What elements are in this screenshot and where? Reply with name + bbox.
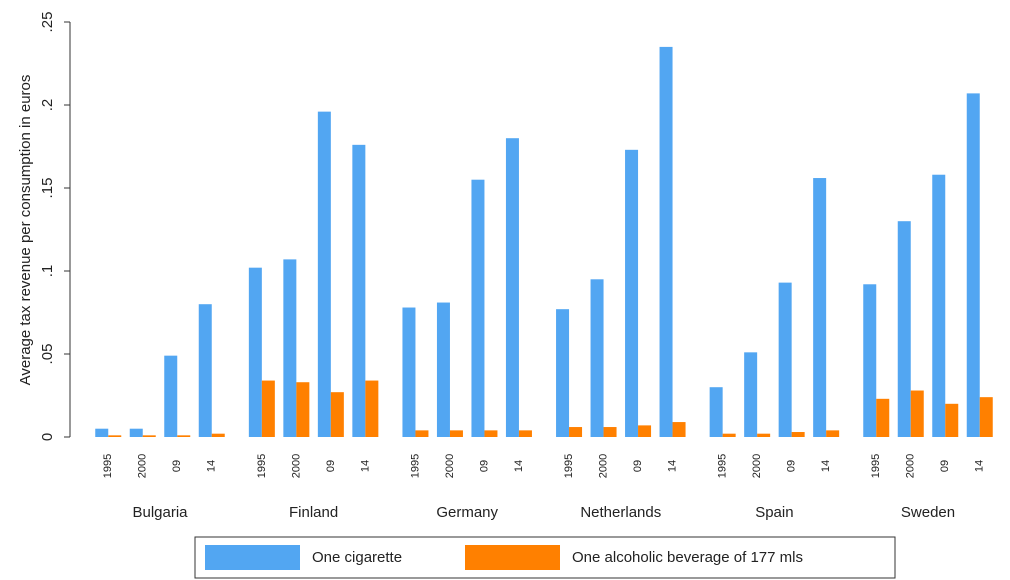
group-label: Finland [289, 504, 338, 521]
bar [352, 144, 366, 437]
bar [95, 428, 109, 437]
x-tick-label: 09 [632, 460, 644, 472]
bar [177, 435, 191, 437]
bar [709, 387, 723, 437]
x-tick-label: 09 [939, 460, 951, 472]
x-tick-label: 2000 [290, 454, 302, 478]
x-tick-label: 1995 [409, 454, 421, 478]
bar [826, 430, 840, 437]
y-axis-label: Average tax revenue per consumption in e… [17, 75, 34, 386]
x-tick-label: 09 [478, 460, 490, 472]
bar [402, 307, 416, 437]
bar [569, 427, 583, 437]
x-tick-label: 14 [513, 460, 525, 472]
y-tick-label: .25 [39, 12, 56, 33]
x-tick-label: 2000 [137, 454, 149, 478]
bar [722, 433, 736, 437]
bar [248, 267, 262, 437]
bar [449, 430, 463, 437]
x-tick-label: 1995 [102, 454, 114, 478]
legend-label: One alcoholic beverage of 177 mls [572, 549, 803, 566]
bar [108, 435, 122, 437]
x-tick-label: 09 [171, 460, 183, 472]
bar [945, 403, 959, 437]
bar [198, 304, 212, 437]
bar [283, 259, 297, 437]
bar [757, 433, 771, 437]
bar [897, 221, 911, 437]
x-tick-label: 14 [359, 460, 371, 472]
bar [365, 380, 379, 437]
y-tick-label: .15 [39, 178, 56, 199]
bar [518, 430, 532, 437]
y-tick-label: .1 [39, 265, 56, 278]
x-tick-label: 1995 [870, 454, 882, 478]
bar [672, 422, 686, 437]
x-tick-label: 2000 [597, 454, 609, 478]
bar [484, 430, 498, 437]
bar [638, 425, 652, 437]
bar [744, 352, 758, 437]
bar [211, 433, 225, 437]
group-label: Spain [755, 504, 793, 521]
bar [164, 355, 178, 437]
bar [625, 149, 639, 437]
y-tick-label: .2 [39, 99, 56, 112]
bar [813, 178, 827, 438]
legend-swatch [465, 545, 560, 570]
x-tick-label: 14 [206, 460, 218, 472]
group-label: Bulgaria [132, 504, 188, 521]
bar [603, 427, 617, 437]
bar [261, 380, 275, 437]
y-tick-label: 0 [39, 433, 56, 441]
group-label: Sweden [901, 504, 955, 521]
x-tick-label: 1995 [256, 454, 268, 478]
x-tick-label: 09 [325, 460, 337, 472]
bar [556, 309, 570, 437]
bar [863, 284, 877, 437]
group-label: Netherlands [580, 504, 661, 521]
bar [791, 432, 805, 437]
x-tick-label: 2000 [905, 454, 917, 478]
bar [317, 111, 331, 437]
x-tick-label: 2000 [751, 454, 763, 478]
y-tick-label: .05 [39, 344, 56, 365]
bar [296, 382, 310, 437]
bar [659, 46, 673, 438]
x-tick-label: 14 [974, 460, 986, 472]
bar [415, 430, 429, 437]
bar [129, 428, 143, 437]
bar [436, 302, 450, 437]
bar [932, 174, 946, 437]
bar [910, 390, 924, 437]
bar [979, 397, 993, 437]
legend-label: One cigarette [312, 549, 402, 566]
bar [142, 435, 156, 437]
x-tick-label: 2000 [444, 454, 456, 478]
x-tick-label: 14 [820, 460, 832, 472]
bar [471, 179, 485, 437]
group-label: Germany [436, 504, 498, 521]
bar [505, 138, 519, 437]
x-tick-label: 14 [666, 460, 678, 472]
legend-swatch [205, 545, 300, 570]
x-tick-label: 09 [786, 460, 798, 472]
bar [778, 282, 792, 437]
x-tick-label: 1995 [563, 454, 575, 478]
bar [966, 93, 980, 437]
bar [876, 398, 890, 437]
bar [590, 279, 604, 437]
bar [330, 392, 344, 437]
x-tick-label: 1995 [717, 454, 729, 478]
